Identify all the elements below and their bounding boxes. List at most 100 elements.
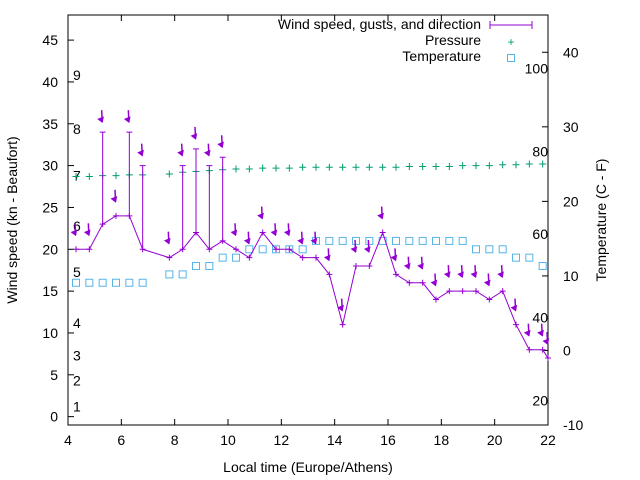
wind-speed-point <box>73 246 79 253</box>
wind-direction-arrowhead <box>97 116 104 124</box>
wind-speed-point <box>486 296 493 303</box>
wind-speed-point <box>513 321 519 328</box>
wind-direction-arrowhead <box>363 246 371 253</box>
wind-speed-point <box>166 254 173 261</box>
beaufort-label: 9 <box>73 67 81 83</box>
wind-direction-arrowhead <box>537 329 544 337</box>
fahrenheit-label: 60 <box>532 226 548 242</box>
pressure-point <box>392 163 400 171</box>
temperature-point <box>392 236 400 245</box>
wind-direction-arrowhead <box>243 237 251 245</box>
wind-speed-point <box>299 254 306 261</box>
x-tick-label: 6 <box>117 432 125 448</box>
wind-direction-arrowhead <box>483 279 491 287</box>
pressure-point <box>365 163 373 171</box>
fahrenheit-label: 80 <box>532 143 548 159</box>
pressure-point <box>245 165 253 173</box>
temperature-point <box>205 262 214 271</box>
temperature-point <box>458 236 467 245</box>
plot-frame <box>67 14 549 426</box>
wind-direction-arrowhead <box>297 237 304 245</box>
wind-speed-point <box>246 254 253 261</box>
temperature-point <box>418 236 427 245</box>
pressure-point <box>445 162 453 170</box>
beaufort-label: 4 <box>73 315 81 331</box>
temperature-point <box>432 236 440 245</box>
pressure-point <box>485 162 493 170</box>
wind-direction-arrowhead <box>257 212 264 220</box>
axis-ticks <box>67 15 549 426</box>
pressure-point <box>339 163 347 171</box>
legend-label-wind: Wind speed, gusts, and direction <box>278 16 481 32</box>
y2-axis-label: Temperature (C - F) <box>593 159 609 282</box>
temperature-point <box>352 236 360 245</box>
pressure-point <box>405 162 413 170</box>
beaufort-label: 6 <box>73 218 81 234</box>
temperature-point <box>258 245 267 254</box>
wind-speed-point <box>393 271 399 278</box>
pressure-point <box>512 161 520 169</box>
legend-label-pressure: Pressure <box>425 32 481 48</box>
y2-tick-label: 40 <box>563 44 579 60</box>
y2-tick-label: 0 <box>563 342 571 358</box>
pressure-point <box>259 164 267 172</box>
wind-direction-arrowhead <box>190 133 198 140</box>
data-marks <box>70 110 551 362</box>
y2-tick-label: -10 <box>563 417 583 433</box>
wind-speed-point <box>433 296 439 303</box>
wind-direction-arrowhead <box>337 304 344 312</box>
wind-speed-line <box>76 215 549 359</box>
y-tick-label: 30 <box>42 158 58 174</box>
pressure-point <box>459 162 467 170</box>
wind-speed-point <box>366 263 373 270</box>
y-tick-label: 35 <box>42 116 58 132</box>
y-tick-label: 40 <box>42 74 58 90</box>
wind-direction-arrowhead <box>377 212 384 220</box>
wind-speed-point <box>86 246 93 253</box>
pressure-point <box>285 164 293 172</box>
temperature-point <box>192 262 200 271</box>
wind-direction-arrowhead <box>470 271 478 278</box>
pressure-point <box>419 162 427 170</box>
wind-speed-point <box>259 229 266 236</box>
wind-direction-arrowhead <box>70 229 78 237</box>
wind-speed-point <box>545 355 551 362</box>
pressure-point <box>112 172 120 180</box>
temperature-point <box>178 270 187 279</box>
wind-direction-arrowhead <box>497 271 504 278</box>
wind-direction-arrowhead <box>283 229 291 237</box>
wind-speed-point <box>473 288 479 295</box>
wind-direction-arrowhead <box>163 237 171 245</box>
beaufort-label: 5 <box>73 264 81 280</box>
wind-direction-arrowhead <box>270 229 278 237</box>
legend-swatch-pressure: + <box>507 35 514 49</box>
wind-speed-point <box>113 212 119 219</box>
legend-label-temperature: Temperature <box>402 48 481 64</box>
pressure-point <box>539 160 547 168</box>
wind-direction-arrowhead <box>230 229 238 237</box>
wind-direction-arrowhead <box>350 246 358 253</box>
y-axis-label: Wind speed (kn - Beaufort) <box>4 136 20 303</box>
temperature-point <box>218 253 227 262</box>
temperature-point <box>325 236 334 245</box>
wind-speed-point <box>459 288 466 295</box>
wind-speed-point <box>499 288 506 295</box>
y-tick-label: 25 <box>42 199 58 215</box>
x-tick-label: 20 <box>487 432 503 448</box>
beaufort-label: 8 <box>73 121 81 137</box>
wind-direction-arrowhead <box>417 262 424 270</box>
wind-direction-arrowhead <box>110 196 118 203</box>
temperature-point <box>405 236 414 245</box>
wind-direction-arrowhead <box>523 329 531 337</box>
wind-speed-point <box>313 254 319 261</box>
wind-direction-arrowhead <box>542 338 550 345</box>
temperature-point <box>112 278 120 287</box>
x-tick-label: 8 <box>171 432 179 448</box>
pressure-point <box>432 162 440 170</box>
x-tick-label: 22 <box>540 432 556 448</box>
scale-labels: 4 6 8 10 12 14 16 18 20 22051015202530354045-1001… <box>42 32 583 448</box>
x-tick-label: 12 <box>274 432 290 448</box>
temperature-point <box>98 278 107 287</box>
x-tick-label: 10 <box>220 432 236 448</box>
